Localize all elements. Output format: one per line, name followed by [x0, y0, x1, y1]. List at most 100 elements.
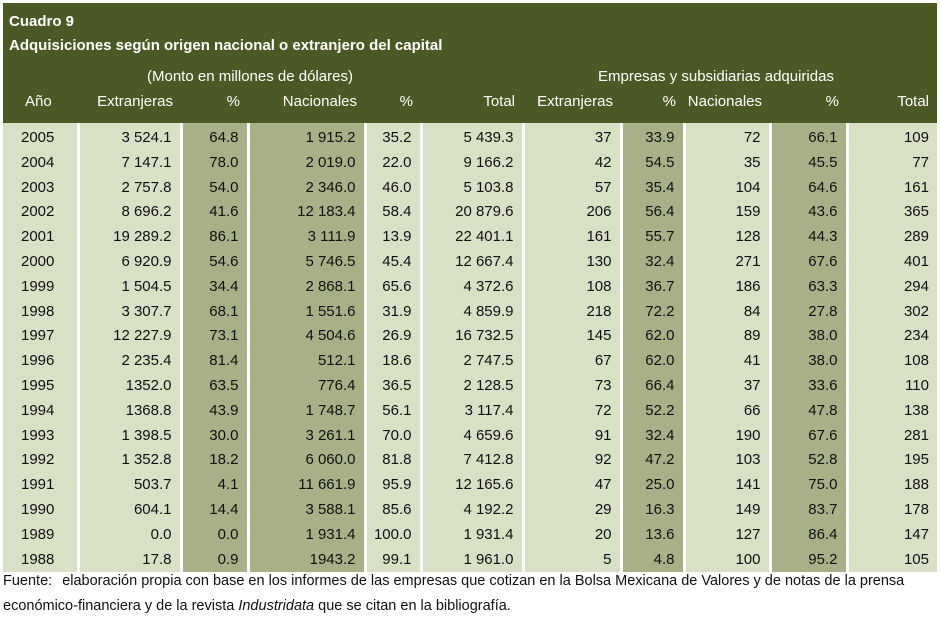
value-cell: 2 019.0	[246, 150, 365, 176]
value-cell: 65.6	[363, 274, 421, 300]
value-cell: 20	[521, 522, 621, 548]
value-cell: 130	[521, 249, 621, 275]
group-label-monto: (Monto en millones de dólares)	[147, 68, 353, 85]
value-cell: 3 588.1	[246, 497, 365, 523]
value-cell: 3 117.4	[419, 398, 523, 424]
value-cell: 47.8	[768, 398, 847, 424]
value-cell: 4 372.6	[419, 274, 523, 300]
year-cell: 1999	[3, 274, 78, 300]
value-cell: 58.4	[363, 200, 421, 226]
value-cell: 6 060.0	[246, 448, 365, 474]
source-text: elaboración propia con base en los infor…	[3, 573, 905, 614]
value-cell: 45.4	[363, 249, 421, 275]
year-cell: 1988	[3, 547, 78, 573]
value-cell: 138	[845, 398, 937, 424]
table-row: 2004 7 147.1 78.0 2 019.0 22.0 9 166.2 42 54.5 3…	[3, 150, 937, 176]
column-header: %	[825, 93, 839, 110]
value-cell: 234	[845, 324, 937, 350]
value-cell: 161	[845, 175, 937, 201]
value-cell: 110	[845, 373, 937, 399]
value-cell: 89	[682, 324, 770, 350]
value-cell: 72	[521, 398, 621, 424]
value-cell: 7 147.1	[76, 150, 181, 176]
value-cell: 12 183.4	[246, 200, 365, 226]
table-row: 2001 19 289.2 86.1 3 111.9 13.9 22 401.1 161 55…	[3, 225, 937, 250]
value-cell: 75.0	[768, 473, 847, 498]
value-cell: 271	[682, 249, 770, 275]
value-cell: 41.6	[179, 200, 248, 226]
value-cell: 1 931.4	[419, 522, 523, 548]
value-cell: 7 412.8	[419, 448, 523, 474]
value-cell: 141	[682, 473, 770, 498]
value-cell: 1 931.4	[246, 522, 365, 548]
value-cell: 1 961.0	[419, 547, 523, 573]
value-cell: 4 192.2	[419, 497, 523, 523]
value-cell: 38.0	[768, 349, 847, 374]
value-cell: 22.0	[363, 150, 421, 176]
value-cell: 206	[521, 200, 621, 226]
value-cell: 46.0	[363, 175, 421, 201]
value-cell: 33.6	[768, 373, 847, 399]
year-cell: 2002	[3, 200, 78, 226]
year-cell: 1992	[3, 448, 78, 474]
value-cell: 1 352.8	[76, 448, 181, 474]
value-cell: 73.1	[179, 324, 248, 350]
value-cell: 25.0	[619, 473, 684, 498]
value-cell: 86.1	[179, 225, 248, 250]
value-cell: 32.4	[619, 423, 684, 449]
value-cell: 11 661.9	[246, 473, 365, 498]
value-cell: 100.0	[363, 522, 421, 548]
table-row: 1989 0.0 0.0 1 931.4 100.0 1 931.4 20 13.6 127 86…	[3, 522, 937, 548]
table-row: 2000 6 920.9 54.6 5 746.5 45.4 12 667.4 130 32.…	[3, 249, 937, 275]
value-cell: 12 165.6	[419, 473, 523, 498]
value-cell: 2 747.5	[419, 349, 523, 374]
value-cell: 84	[682, 299, 770, 325]
value-cell: 38.0	[768, 324, 847, 350]
value-cell: 4.1	[179, 473, 248, 498]
value-cell: 29	[521, 497, 621, 523]
year-cell: 1990	[3, 497, 78, 523]
value-cell: 0.9	[179, 547, 248, 573]
value-cell: 20 879.6	[419, 200, 523, 226]
value-cell: 1 915.2	[246, 123, 365, 151]
value-cell: 85.6	[363, 497, 421, 523]
table-title: Cuadro 9	[9, 13, 75, 30]
value-cell: 81.4	[179, 349, 248, 374]
value-cell: 4 659.6	[419, 423, 523, 449]
value-cell: 1943.2	[246, 547, 365, 573]
column-header: Año	[25, 93, 52, 110]
value-cell: 2 757.8	[76, 175, 181, 201]
table-frame: Cuadro 9 Adquisiciones según origen naci…	[3, 3, 937, 573]
value-cell: 3 307.7	[76, 299, 181, 325]
value-cell: 289	[845, 225, 937, 250]
value-cell: 2 128.5	[419, 373, 523, 399]
table-row: 1988 17.8 0.9 1943.2 99.1 1 961.0 5 4.8 100 95.2 1…	[3, 547, 937, 573]
group-label-empresas: Empresas y subsidiarias adquiridas	[598, 68, 834, 85]
value-cell: 19 289.2	[76, 225, 181, 250]
year-cell: 2000	[3, 249, 78, 275]
value-cell: 36.7	[619, 274, 684, 300]
value-cell: 86.4	[768, 522, 847, 548]
value-cell: 62.0	[619, 349, 684, 374]
value-cell: 218	[521, 299, 621, 325]
value-cell: 105	[845, 547, 937, 573]
value-cell: 13.6	[619, 522, 684, 548]
value-cell: 35.2	[363, 123, 421, 151]
value-cell: 4 859.9	[419, 299, 523, 325]
value-cell: 401	[845, 249, 937, 275]
value-cell: 72.2	[619, 299, 684, 325]
value-cell: 26.9	[363, 324, 421, 350]
value-cell: 9 166.2	[419, 150, 523, 176]
value-cell: 54.0	[179, 175, 248, 201]
value-cell: 43.6	[768, 200, 847, 226]
value-cell: 3 261.1	[246, 423, 365, 449]
value-cell: 35	[682, 150, 770, 176]
value-cell: 178	[845, 497, 937, 523]
value-cell: 503.7	[76, 473, 181, 498]
column-header: Total	[483, 93, 515, 110]
column-header: Extranjeras	[537, 93, 613, 110]
value-cell: 66.4	[619, 373, 684, 399]
year-cell: 1998	[3, 299, 78, 325]
table-header: Cuadro 9 Adquisiciones según origen naci…	[3, 3, 937, 123]
year-cell: 1996	[3, 349, 78, 374]
